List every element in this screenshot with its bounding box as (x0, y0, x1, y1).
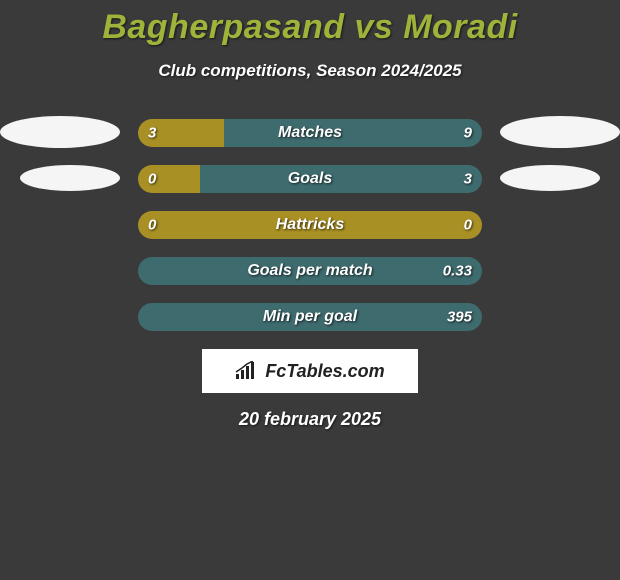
stat-bar-track: Matches39 (138, 119, 482, 147)
stat-bar-left (138, 165, 200, 193)
stat-bar-right (200, 165, 482, 193)
source-badge-text: FcTables.com (265, 361, 384, 382)
stat-bar-left (138, 211, 482, 239)
player-photo-left (20, 165, 120, 191)
snapshot-date: 20 february 2025 (0, 409, 620, 430)
stat-bar-track: Goals03 (138, 165, 482, 193)
stat-bar-track: Goals per match0.33 (138, 257, 482, 285)
stat-row: Goals per match0.33 (0, 257, 620, 285)
stat-row: Goals03 (0, 165, 620, 193)
player-photo-right (500, 165, 600, 191)
stat-bar-track: Hattricks00 (138, 211, 482, 239)
bar-chart-icon (235, 361, 259, 381)
stat-row: Min per goal395 (0, 303, 620, 331)
source-badge: FcTables.com (202, 349, 418, 393)
stat-row: Hattricks00 (0, 211, 620, 239)
stat-bar-left (138, 119, 224, 147)
stat-row: Matches39 (0, 119, 620, 147)
comparison-title: Bagherpasand vs Moradi (0, 0, 620, 47)
stat-bar-track: Min per goal395 (138, 303, 482, 331)
stat-bar-right (138, 303, 482, 331)
player-photo-left (0, 116, 120, 148)
stat-bar-right (138, 257, 482, 285)
comparison-subtitle: Club competitions, Season 2024/2025 (0, 61, 620, 81)
player-photo-right (500, 116, 620, 148)
stat-bar-right (224, 119, 482, 147)
stats-chart: Matches39 Goals03 Hattricks00 Goals per mat… (0, 119, 620, 331)
